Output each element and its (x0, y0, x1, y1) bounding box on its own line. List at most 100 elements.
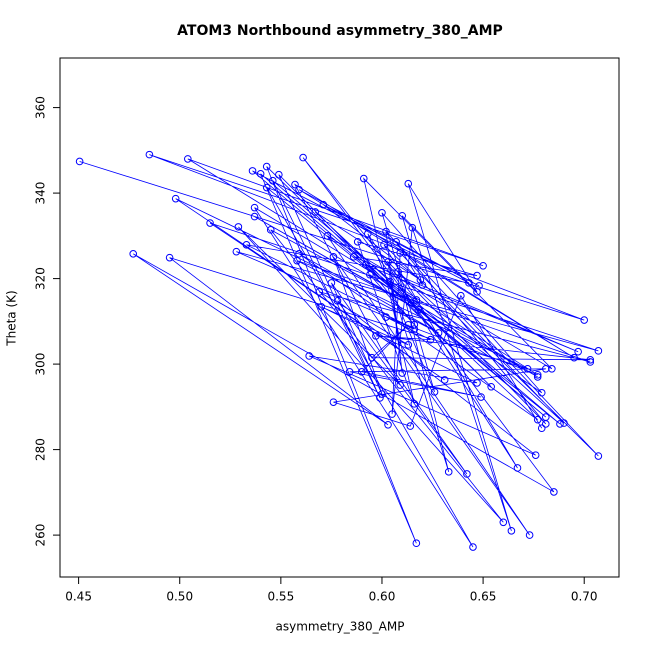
data-point (537, 388, 546, 397)
data-point (364, 229, 372, 238)
data-point (574, 347, 582, 356)
data-point (473, 379, 481, 387)
data-point (473, 288, 481, 296)
x-tick-label: 0.65 (470, 590, 497, 604)
data-point (382, 313, 390, 321)
data-point (408, 223, 417, 232)
data-point (368, 353, 376, 362)
data-point (550, 488, 558, 496)
data-point (323, 232, 332, 240)
data-point (184, 155, 192, 163)
data-point (410, 320, 419, 329)
data-point (523, 365, 532, 373)
x-tick-label: 0.55 (267, 590, 294, 604)
data-point (499, 518, 508, 527)
data-point (256, 170, 265, 178)
data-point (329, 398, 338, 406)
data-point (384, 258, 392, 266)
data-point (404, 320, 413, 329)
x-tick-label: 0.45 (65, 590, 92, 604)
y-tick-label: 360 (34, 96, 48, 119)
data-point (266, 226, 275, 234)
data-point (560, 419, 568, 427)
data-point (416, 276, 425, 284)
data-point (299, 153, 307, 162)
data-point (586, 356, 595, 364)
data-point (353, 238, 362, 246)
data-point (372, 332, 380, 340)
data-point (305, 352, 313, 360)
data-point (556, 420, 564, 428)
data-point (410, 325, 419, 333)
data-point (291, 180, 299, 189)
data-point (333, 297, 342, 305)
data-point (295, 250, 303, 258)
data-point (594, 347, 603, 355)
y-tick-label: 260 (34, 524, 48, 547)
data-point (319, 200, 328, 209)
data-point (398, 211, 406, 220)
data-point (418, 281, 427, 289)
data-point (434, 329, 443, 337)
data-point (386, 277, 394, 286)
data-point (507, 527, 516, 535)
data-point (412, 296, 421, 304)
data-point (396, 381, 404, 389)
data-point (398, 369, 406, 377)
data-point (580, 316, 589, 324)
x-tick-label: 0.50 (166, 590, 193, 604)
y-tick-label: 300 (34, 353, 48, 376)
data-point (404, 179, 413, 188)
data-point (206, 219, 214, 227)
y-tick-label: 340 (34, 182, 48, 205)
data-point (457, 291, 465, 300)
data-point (513, 464, 522, 472)
data-point (242, 241, 251, 249)
data-point (382, 227, 390, 236)
x-tick-label: 0.70 (571, 590, 598, 604)
x-axis-title: asymmetry_380_AMP (276, 620, 405, 634)
data-point (465, 279, 473, 287)
data-point (275, 170, 283, 179)
data-point (248, 167, 257, 175)
data-point (541, 413, 550, 421)
data-point (426, 335, 435, 344)
data-point (329, 252, 338, 261)
data-point (548, 365, 556, 373)
data-point (234, 223, 243, 231)
data-point (129, 250, 138, 258)
x-tick-label: 0.60 (369, 590, 396, 604)
chart-title: ATOM3 Northbound asymmetry_380_AMP (177, 23, 503, 39)
data-point (380, 241, 388, 249)
data-point (378, 208, 386, 217)
data-point (477, 393, 485, 401)
data-point (345, 367, 354, 376)
data-point (75, 157, 84, 166)
data-point (366, 270, 374, 279)
data-point (444, 468, 453, 476)
data-point (171, 194, 180, 203)
data-point (315, 288, 324, 296)
data-point (463, 470, 471, 478)
data-point (396, 249, 404, 257)
data-point (295, 185, 303, 194)
data-point (357, 367, 366, 376)
data-point (487, 382, 495, 391)
y-tick-label: 320 (34, 267, 48, 290)
y-tick-label: 280 (34, 438, 48, 461)
data-point (410, 400, 419, 408)
data-point (293, 256, 301, 265)
data-point (541, 365, 550, 373)
data-point (394, 267, 402, 276)
data-point (531, 451, 540, 459)
data-point (479, 261, 487, 270)
data-point (392, 238, 400, 246)
data-point (268, 176, 277, 185)
data-point (361, 261, 370, 269)
data-point (406, 422, 415, 430)
data-point (533, 370, 542, 379)
data-point (165, 253, 174, 262)
y-axis-title: Theta (K) (5, 290, 19, 346)
